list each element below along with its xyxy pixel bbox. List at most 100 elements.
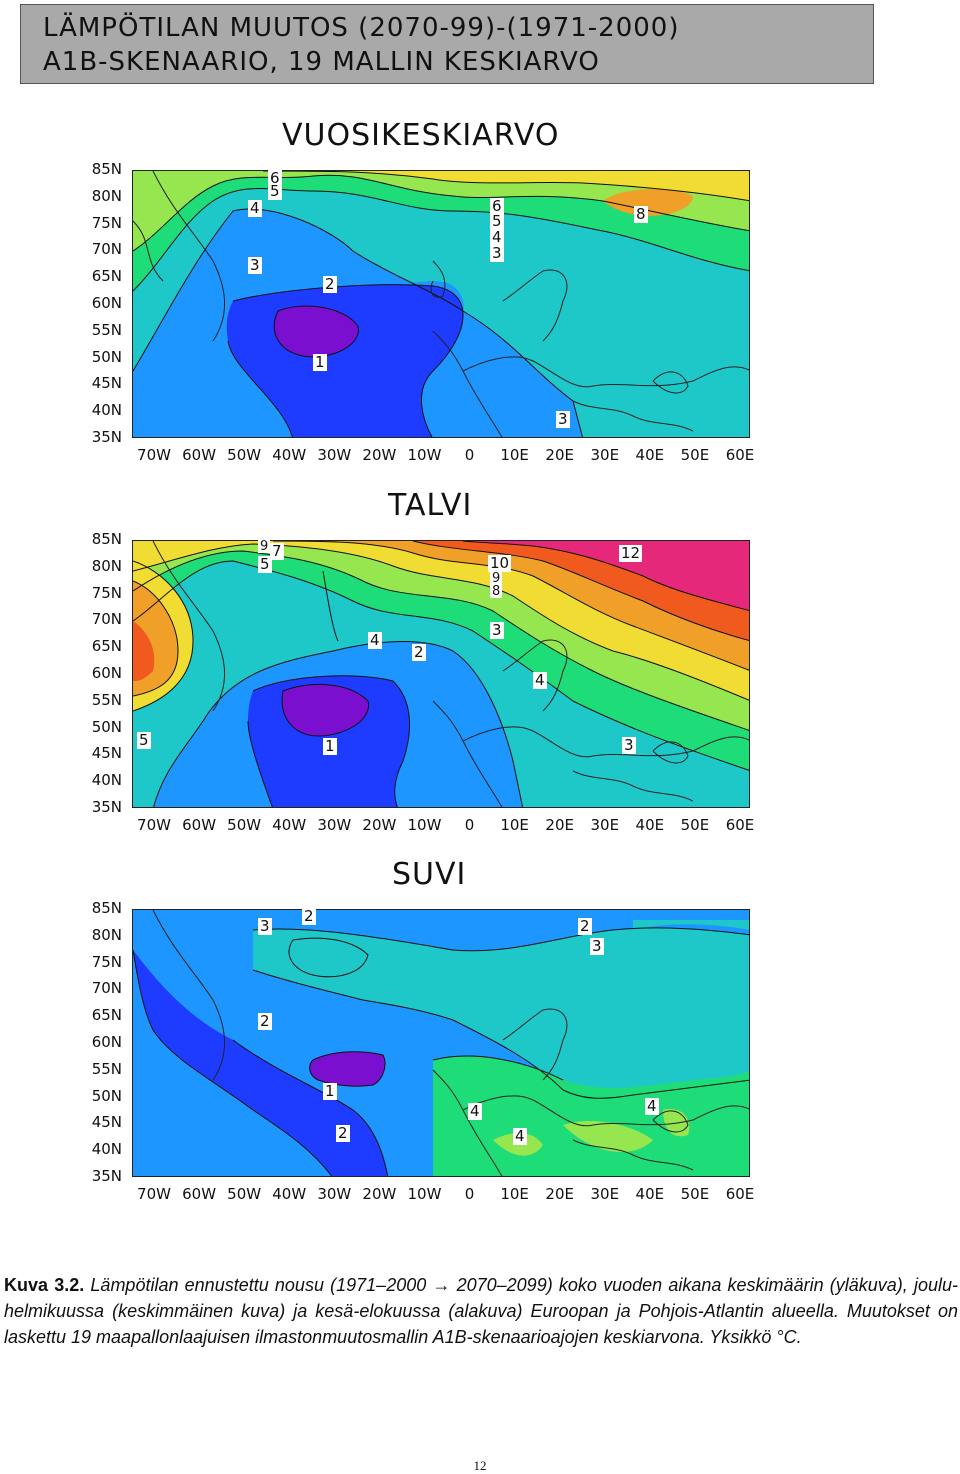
caption-label: Kuva 3.2. — [4, 1275, 85, 1295]
lon-tick-label: 60E — [725, 446, 755, 464]
lon-tick-label: 50W — [227, 1185, 262, 1203]
contour-label: 3 — [490, 244, 504, 262]
contour-label: 5 — [258, 555, 272, 573]
lon-tick-label: 20W — [362, 816, 397, 834]
lon-tick-label: 30E — [590, 446, 620, 464]
figure-header: LÄMPÖTILAN MUUTOS (2070-99)-(1971-2000) … — [20, 4, 874, 84]
figure-caption: Kuva 3.2. Lämpötilan ennustettu nousu (1… — [4, 1272, 958, 1350]
lon-tick-label: 40W — [272, 816, 307, 834]
lon-tick-label: 10W — [407, 1185, 442, 1203]
page-number: 12 — [473, 1458, 487, 1473]
lat-tick-label: 45N — [91, 1113, 122, 1132]
lat-tick-label: 75N — [91, 213, 122, 232]
lon-tick-label: 70W — [137, 446, 171, 464]
lat-tick-label: 75N — [91, 583, 122, 602]
contour-label: 2 — [258, 1012, 272, 1030]
lon-tick-label: 10E — [500, 1185, 529, 1203]
contour-label: 4 — [513, 1127, 527, 1145]
map-title-summer: SUVI — [392, 857, 467, 892]
contour-label: 1 — [323, 737, 337, 755]
lat-tick-label: 70N — [91, 240, 122, 259]
contour-label: 6 — [490, 197, 504, 215]
contour-label: 1 — [323, 1082, 337, 1100]
lat-tick-label: 50N — [91, 347, 122, 366]
lon-tick-label: 50E — [680, 446, 710, 464]
lon-tick-label: 40E — [635, 446, 665, 464]
contour-label: 4 — [533, 671, 547, 689]
contour-label: 3 — [556, 410, 570, 428]
lon-tick-label: 30W — [317, 1185, 352, 1203]
lon-tick-label: 10E — [500, 816, 529, 834]
contour-label: 2 — [412, 643, 426, 661]
lon-tick-label: 10E — [500, 446, 529, 464]
lat-tick-label: 50N — [91, 717, 122, 736]
lat-tick-label: 80N — [91, 186, 122, 205]
contour-label: 5 — [490, 212, 504, 230]
map-summer-field — [133, 910, 749, 1176]
contour-label: 4 — [645, 1097, 659, 1115]
caption-text: Lämpötilan ennustettu nousu (1971–2000 →… — [4, 1275, 958, 1347]
lat-tick-label: 75N — [91, 952, 122, 971]
lon-tick-label: 20E — [545, 446, 574, 464]
lon-tick-label: 40E — [635, 1185, 665, 1203]
map-annual — [132, 170, 750, 438]
lon-tick-label: 0 — [464, 446, 475, 464]
lat-tick-label: 85N — [91, 899, 122, 917]
lon-tick-label: 50E — [680, 1185, 710, 1203]
lat-tick-label: 80N — [91, 925, 122, 944]
lat-tick-label: 70N — [91, 610, 122, 629]
lon-tick-label: 30E — [590, 1185, 620, 1203]
lat-tick-label: 40N — [91, 771, 122, 790]
lon-tick-label: 20W — [362, 446, 397, 464]
contour-label: 8 — [634, 205, 648, 223]
lon-tick-label: 40E — [635, 816, 665, 834]
lon-tick-label: 60E — [725, 816, 755, 834]
lat-tick-label: 35N — [91, 1167, 122, 1185]
contour-label: 8 — [490, 584, 503, 599]
lat-tick-label: 60N — [91, 1033, 122, 1051]
contour-label: 4 — [490, 228, 504, 246]
lat-tick-label: 65N — [91, 637, 122, 656]
lon-tick-label: 20E — [545, 816, 574, 834]
lat-tick-label: 40N — [91, 1140, 122, 1159]
lat-tick-label: 65N — [91, 267, 122, 286]
contour-label: 6 — [268, 169, 282, 187]
contour-label: 2 — [302, 907, 316, 925]
contour-label: 9 — [258, 539, 271, 554]
lat-tick-label: 60N — [91, 294, 122, 312]
contour-label: 5 — [268, 182, 282, 200]
lat-tick-label: 40N — [91, 401, 122, 420]
lon-tick-label: 60W — [182, 1185, 217, 1203]
lat-tick-label: 65N — [91, 1006, 122, 1025]
lat-tick-label: 45N — [91, 374, 122, 393]
map-title-winter: TALVI — [388, 488, 473, 523]
contour-label: 4 — [248, 199, 262, 217]
lat-tick-label: 85N — [91, 530, 122, 548]
lat-tick-label: 35N — [91, 798, 122, 816]
lon-tick-label: 70W — [137, 1185, 171, 1203]
lon-tick-label: 50W — [227, 446, 262, 464]
lon-tick-label: 30W — [317, 446, 352, 464]
lat-tick-label: 45N — [91, 744, 122, 763]
lat-tick-label: 60N — [91, 664, 122, 682]
header-line-1: LÄMPÖTILAN MUUTOS (2070-99)-(1971-2000) — [43, 13, 680, 43]
contour-label: 3 — [622, 736, 636, 754]
lat-tick-label: 55N — [91, 690, 122, 709]
lon-tick-label: 70W — [137, 816, 171, 834]
lon-tick-label: 30W — [317, 816, 352, 834]
contour-label: 3 — [590, 937, 604, 955]
contour-label: 3 — [490, 621, 504, 639]
lat-tick-label: 35N — [91, 428, 122, 446]
contour-label: 3 — [248, 256, 262, 274]
lon-tick-label: 30E — [590, 816, 620, 834]
lon-tick-label: 10W — [407, 816, 442, 834]
lon-tick-label: 0 — [464, 1185, 475, 1203]
lon-tick-label: 20E — [545, 1185, 574, 1203]
lon-tick-label: 10W — [407, 446, 442, 464]
lon-tick-label: 50W — [227, 816, 262, 834]
map-winter-field — [133, 541, 749, 807]
lat-tick-label: 55N — [91, 320, 122, 339]
map-title-annual: VUOSIKESKIARVO — [282, 118, 560, 153]
lat-tick-label: 50N — [91, 1086, 122, 1105]
map-annual-field — [133, 171, 749, 437]
